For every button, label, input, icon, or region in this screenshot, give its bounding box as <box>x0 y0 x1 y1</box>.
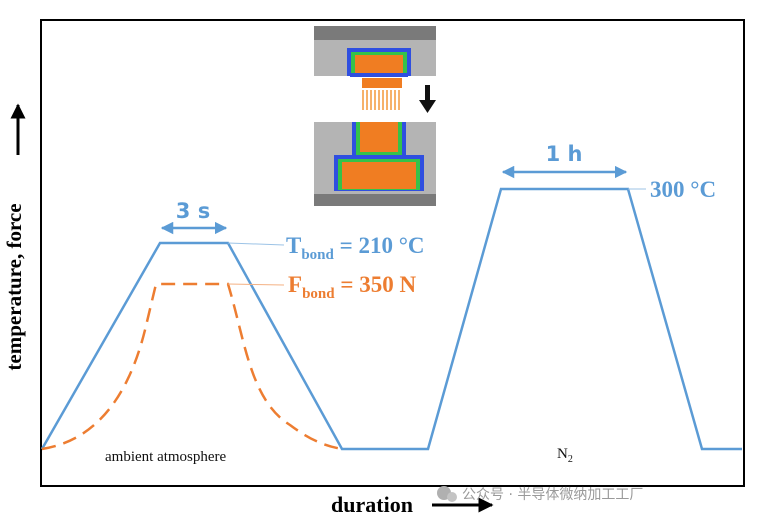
watermark: 公众号 · 半导体微纳加工工厂 <box>437 486 643 503</box>
y-axis-label-group: temperature, force <box>2 103 26 371</box>
f-bond-leader <box>227 283 285 286</box>
anneal-temp-label: 300 °C <box>650 177 716 202</box>
anneal-time-label: 1 h <box>546 142 583 166</box>
t-bond-label: Tbond = 210 °C <box>286 233 425 263</box>
x-axis-label: duration <box>331 492 413 517</box>
n2-label: N2 <box>557 446 573 465</box>
f-bond-label: Fbond = 350 N <box>288 272 416 302</box>
bond-time-indicator: 3 s <box>160 199 228 235</box>
force-profile-line <box>41 282 343 451</box>
t-bond-leader <box>227 242 285 246</box>
anneal-time-indicator: 1 h <box>501 142 628 179</box>
x-axis-label-group: duration <box>331 492 494 517</box>
ambient-atmosphere-label: ambient atmosphere <box>105 449 227 465</box>
y-axis-label: temperature, force <box>2 203 26 370</box>
watermark-text: 公众号 · 半导体微纳加工工厂 <box>462 487 643 503</box>
plot-frame <box>40 19 745 487</box>
temperature-profile-line <box>40 187 742 451</box>
bonding-tool-illustration <box>314 26 436 206</box>
bond-time-label: 3 s <box>176 199 210 223</box>
